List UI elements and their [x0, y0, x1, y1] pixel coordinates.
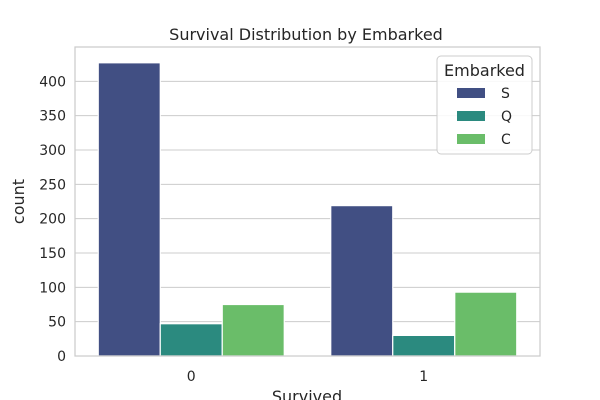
bar-q-0	[159, 323, 223, 357]
y-axis-ticks: 0 50 100 150 200 250 300 350 400	[39, 74, 66, 365]
y-tick-label: 150	[39, 246, 66, 262]
legend-swatch-c	[457, 134, 485, 144]
legend-label-s: S	[501, 86, 510, 102]
bar-s-0	[97, 62, 161, 357]
legend-title: Embarked	[444, 61, 525, 80]
chart-title: Survival Distribution by Embarked	[169, 25, 443, 44]
bar-s-1	[330, 205, 394, 357]
y-tick-label: 350	[39, 109, 66, 125]
y-tick-label: 400	[39, 74, 66, 90]
y-tick-label: 50	[48, 315, 66, 331]
bars	[97, 62, 518, 357]
legend-label-q: Q	[501, 109, 512, 125]
y-tick-label: 0	[57, 349, 66, 365]
y-tick-label: 250	[39, 177, 66, 193]
legend-swatch-q	[457, 111, 485, 121]
x-tick-label: 0	[187, 369, 196, 385]
legend-swatch-s	[457, 88, 485, 98]
legend: Embarked SQC	[436, 55, 533, 155]
plot-frame	[74, 46, 541, 357]
bar-c-1	[454, 291, 518, 357]
y-tick-label: 200	[39, 212, 66, 228]
legend-box	[436, 55, 533, 155]
x-axis-label: Survived	[272, 387, 342, 400]
y-tick-label: 100	[39, 280, 66, 296]
legend-items: SQC	[457, 86, 512, 148]
bar-q-1	[392, 334, 456, 357]
x-tick-label: 1	[419, 369, 428, 385]
bar-c-0	[221, 303, 285, 357]
y-axis-label: count	[9, 179, 28, 224]
y-tick-label: 300	[39, 143, 66, 159]
legend-label-c: C	[501, 132, 511, 148]
